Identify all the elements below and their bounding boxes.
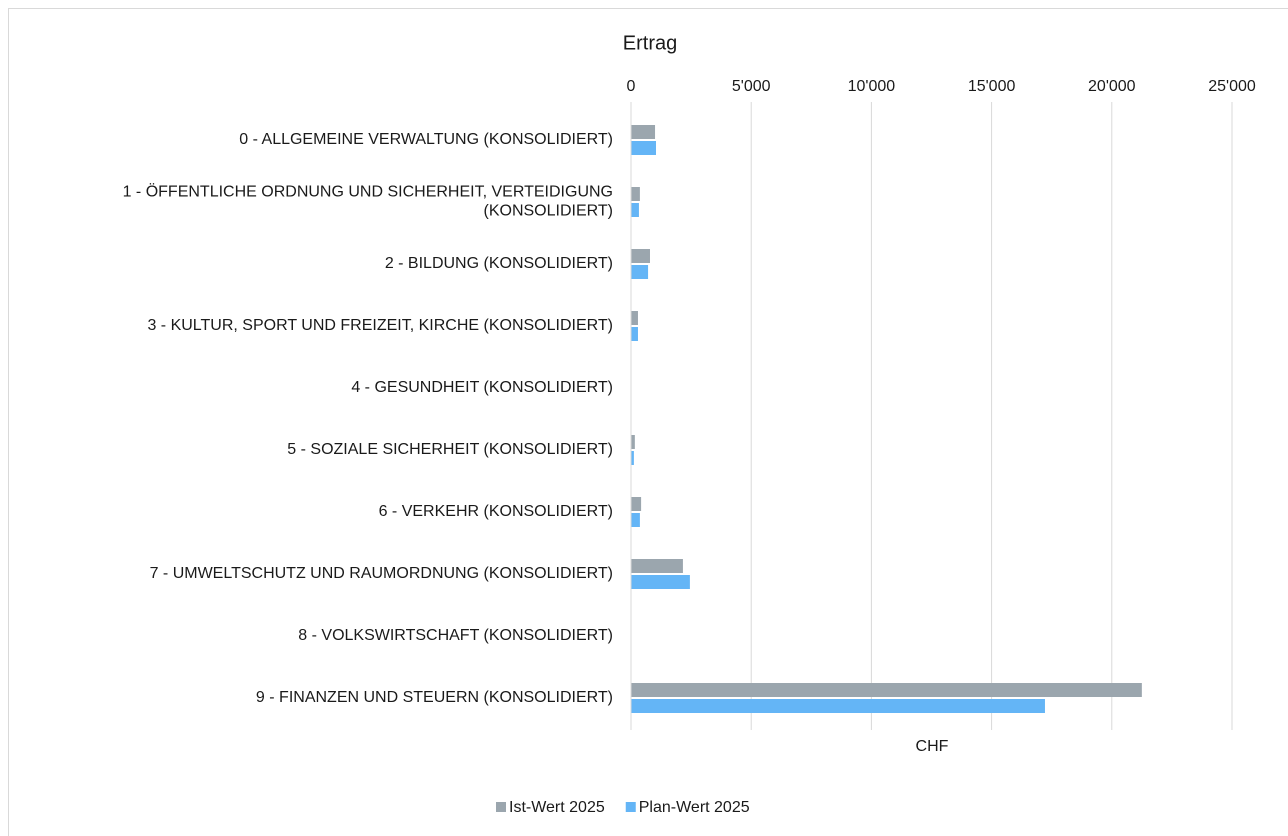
chart-title: Ertrag <box>623 32 677 54</box>
x-tick-label: 20'000 <box>1088 78 1136 95</box>
y-tick-label: 3 - KULTUR, SPORT UND FREIZEIT, KIRCHE (… <box>147 317 613 334</box>
bar <box>631 435 635 449</box>
bar <box>631 249 650 263</box>
x-tick-label: 25'000 <box>1208 78 1256 95</box>
y-tick-label: 8 - VOLKSWIRTSCHAFT (KONSOLIDIERT) <box>298 627 613 644</box>
y-tick-label: 2 - BILDUNG (KONSOLIDIERT) <box>385 255 613 272</box>
bar <box>631 497 642 511</box>
legend-swatch <box>625 802 636 812</box>
bar <box>631 311 638 325</box>
bar <box>631 203 639 217</box>
bar <box>631 559 683 573</box>
bar <box>631 125 656 139</box>
bar <box>631 327 638 341</box>
x-tick-label: 15'000 <box>968 78 1016 95</box>
x-tick-label: 5'000 <box>732 78 771 95</box>
x-tick-label: 10'000 <box>848 78 896 95</box>
bar <box>631 575 690 589</box>
bar <box>631 699 1045 713</box>
bar <box>631 141 657 155</box>
x-tick-label: 0 <box>627 78 636 95</box>
bar <box>631 265 649 279</box>
bar <box>631 187 640 201</box>
y-tick-label: 9 - FINANZEN UND STEUERN (KONSOLIDIERT) <box>256 689 613 706</box>
y-tick-label: 5 - SOZIALE SICHERHEIT (KONSOLIDIERT) <box>287 441 613 458</box>
bar <box>631 513 640 527</box>
x-axis-label: CHF <box>916 738 949 755</box>
legend-swatch <box>496 802 506 812</box>
y-tick-label: 4 - GESUNDHEIT (KONSOLIDIERT) <box>351 379 613 396</box>
bar <box>631 683 1142 697</box>
y-tick-label: 1 - ÖFFENTLICHE ORDNUNG UND SICHERHEIT, … <box>123 183 613 220</box>
y-tick-label: 6 - VERKEHR (KONSOLIDIERT) <box>379 503 613 520</box>
y-tick-label: 0 - ALLGEMEINE VERWALTUNG (KONSOLIDIERT) <box>239 131 613 148</box>
legend-label: Plan-Wert 2025 <box>639 799 750 816</box>
bar <box>631 451 634 465</box>
legend-label: Ist-Wert 2025 <box>509 799 605 816</box>
y-tick-label: 7 - UMWELTSCHUTZ UND RAUMORDNUNG (KONSOL… <box>150 565 613 582</box>
